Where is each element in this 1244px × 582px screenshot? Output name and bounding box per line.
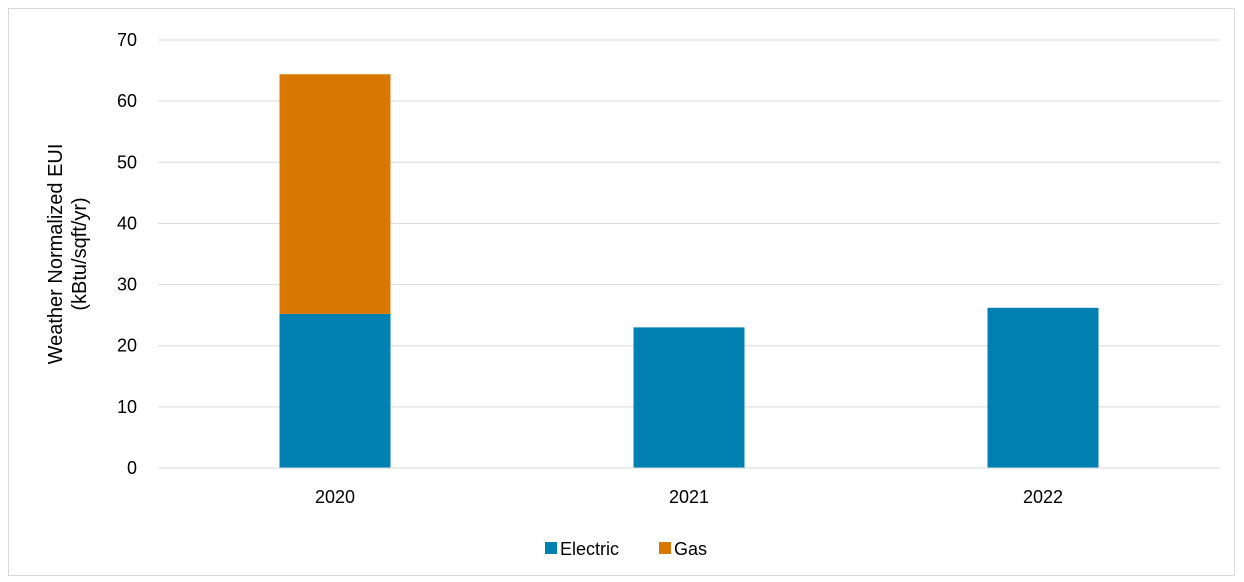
y-tick-label: 0	[127, 458, 137, 478]
y-axis-title-text: Weather Normalized EUI (kBtu/sqft/yr)	[45, 144, 91, 365]
bar-electric-2021	[633, 327, 745, 468]
bar-electric-2022	[987, 307, 1099, 468]
y-axis-title-line: Weather Normalized EUI	[45, 144, 67, 365]
legend-label-gas: Gas	[674, 539, 707, 559]
bar-electric-2020	[279, 313, 391, 468]
legend-swatch-electric	[545, 542, 557, 554]
y-tick-label: 50	[117, 152, 137, 172]
y-tick-label: 40	[117, 213, 137, 233]
y-axis-ticks: 0 10 20 30 40 50 60 70	[117, 30, 137, 478]
x-tick-label: 2021	[669, 487, 709, 507]
y-tick-label: 70	[117, 30, 137, 50]
y-tick-label: 30	[117, 275, 137, 295]
legend-swatch-gas	[659, 542, 671, 554]
x-tick-label: 2022	[1023, 487, 1063, 507]
y-axis-title-line: (kBtu/sqft/yr)	[69, 197, 91, 310]
y-axis-title: Weather Normalized EUI (kBtu/sqft/yr)	[45, 144, 91, 365]
x-axis-ticks: 2020 2021 2022	[315, 487, 1063, 507]
y-tick-label: 20	[117, 336, 137, 356]
y-tick-label: 10	[117, 397, 137, 417]
x-tick-label: 2020	[315, 487, 355, 507]
bars	[279, 74, 1099, 468]
chart-frame	[8, 8, 1235, 576]
y-tick-label: 60	[117, 91, 137, 111]
legend-label-electric: Electric	[560, 539, 619, 559]
legend: Electric Gas	[545, 539, 707, 559]
bar-gas-2020	[279, 74, 391, 314]
